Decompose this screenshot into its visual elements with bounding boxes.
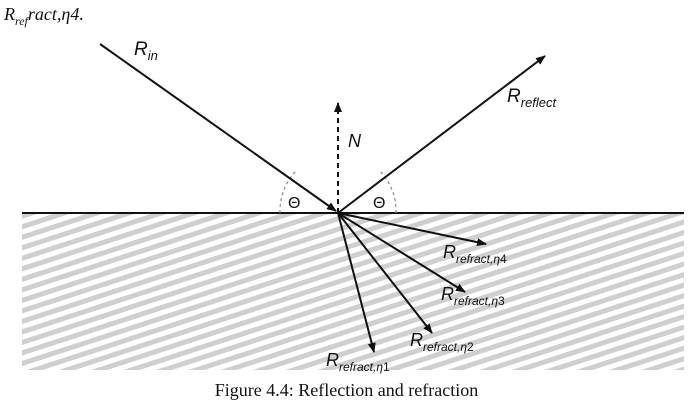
label-refract-eta4: Rrefract,η4	[443, 242, 507, 266]
label-refract-eta2: Rrefract,η2	[410, 330, 474, 354]
header-text-main: R	[4, 4, 15, 24]
incoming-ray	[99, 43, 337, 212]
angle-arc-right	[379, 170, 397, 214]
refract-ray-eta2	[337, 212, 433, 334]
refract-ray-eta3	[337, 212, 466, 293]
label-refract-eta3: Rrefract,η3	[441, 284, 505, 308]
label-r-reflect: Rreflect	[507, 86, 558, 110]
label-theta-right: Θ	[373, 195, 385, 212]
label-theta-left: Θ	[288, 195, 300, 212]
refract-ray-eta1	[337, 212, 376, 353]
reflected-ray	[337, 55, 546, 214]
label-normal: N	[348, 131, 362, 151]
header-text: Rrefract,η4.	[4, 4, 84, 28]
figure-caption: Figure 4.4: Reflection and refraction	[214, 380, 479, 400]
header-text-sub: ref	[15, 14, 28, 28]
label-r-in: Rin	[134, 39, 158, 63]
header-text-suffix: ract,η4.	[27, 4, 84, 24]
lower-medium	[22, 213, 684, 370]
angle-arc-left	[279, 170, 297, 214]
refract-ray-eta4	[337, 212, 487, 247]
label-refract-eta1: Rrefract,η1	[326, 350, 390, 374]
